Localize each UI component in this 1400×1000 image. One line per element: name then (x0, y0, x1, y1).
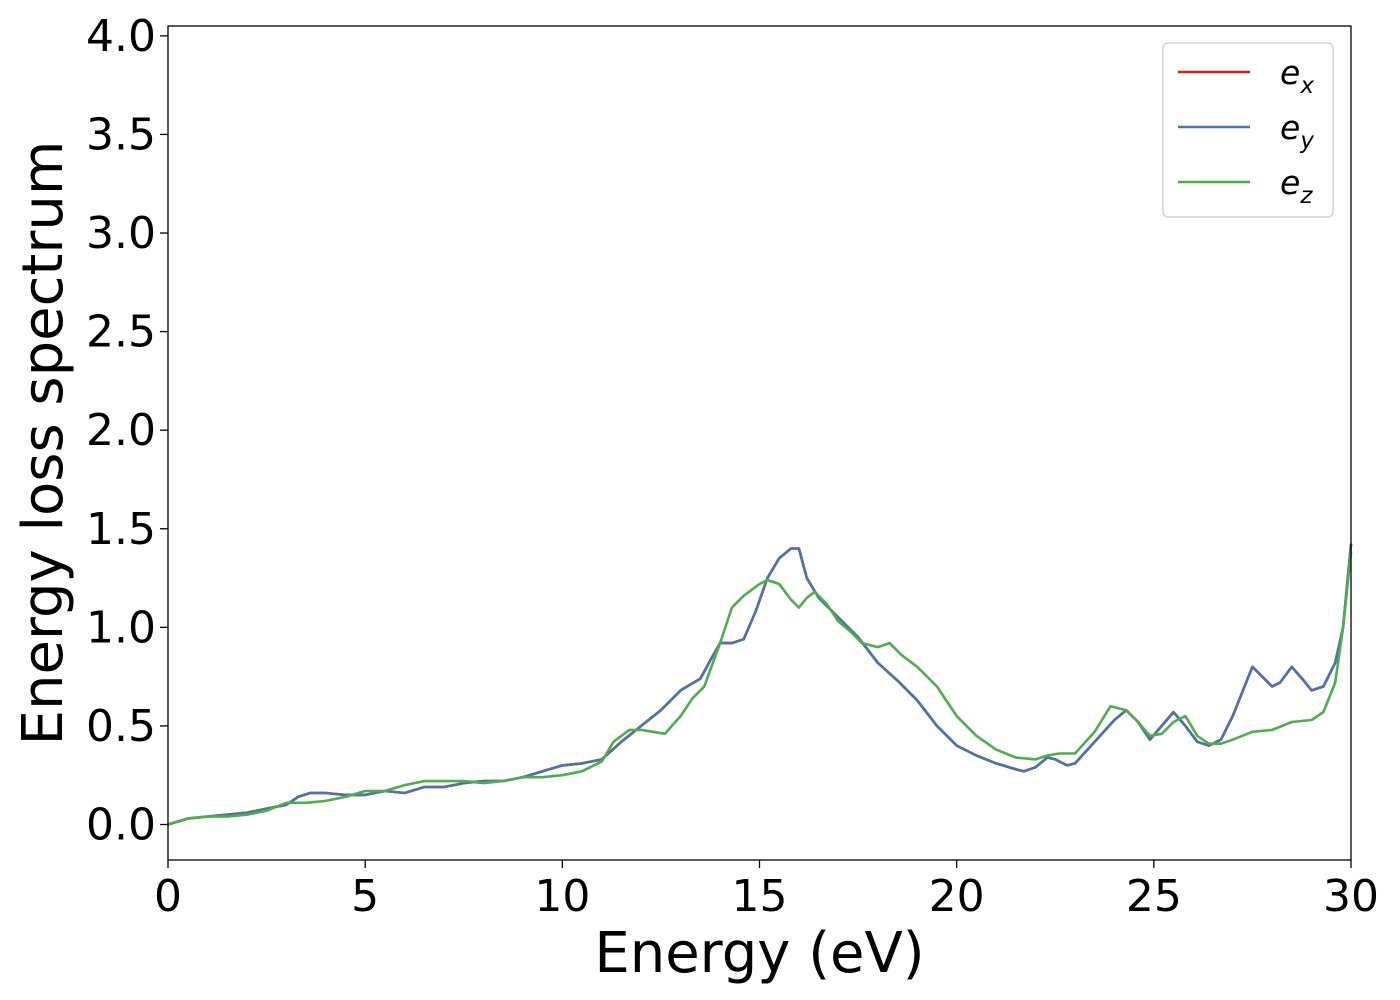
y-tick-label: 1.0 (86, 602, 156, 653)
y-tick-label: 1.5 (86, 504, 156, 555)
y-tick-label: 2.0 (86, 405, 156, 456)
legend: ex ey ez (1162, 42, 1334, 218)
y-axis-label: Energy loss spectrum (11, 141, 76, 746)
legend-label-x: ex (1280, 53, 1314, 99)
x-axis-label: Energy (eV) (594, 921, 924, 986)
series-line-z (166, 551, 1353, 826)
x-tick-label: 25 (1126, 871, 1182, 922)
x-tick-label: 5 (351, 871, 379, 922)
y-tick-label: 0.5 (86, 701, 156, 752)
x-tick-label: 20 (929, 871, 985, 922)
y-tick-label: 3.5 (86, 109, 156, 160)
legend-box (1162, 42, 1334, 218)
x-axis-ticks: 0 5 10 15 20 25 30 (154, 860, 1379, 922)
legend-label-z: ez (1280, 163, 1313, 209)
x-tick-label: 30 (1323, 871, 1379, 922)
x-tick-label: 15 (732, 871, 788, 922)
y-axis-ticks: 0.0 0.5 1.0 1.5 2.0 2.5 3.0 3.5 4.0 (86, 11, 168, 851)
legend-label-y: ey (1280, 108, 1314, 154)
plot-area-frame (167, 25, 1352, 861)
y-tick-label: 2.5 (86, 307, 156, 358)
y-tick-label: 0.0 (86, 800, 156, 851)
x-tick-label: 10 (534, 871, 590, 922)
series-layer (166, 543, 1353, 826)
y-tick-label: 3.0 (86, 208, 156, 259)
y-tick-label: 4.0 (86, 11, 156, 62)
x-tick-label: 0 (154, 871, 182, 922)
